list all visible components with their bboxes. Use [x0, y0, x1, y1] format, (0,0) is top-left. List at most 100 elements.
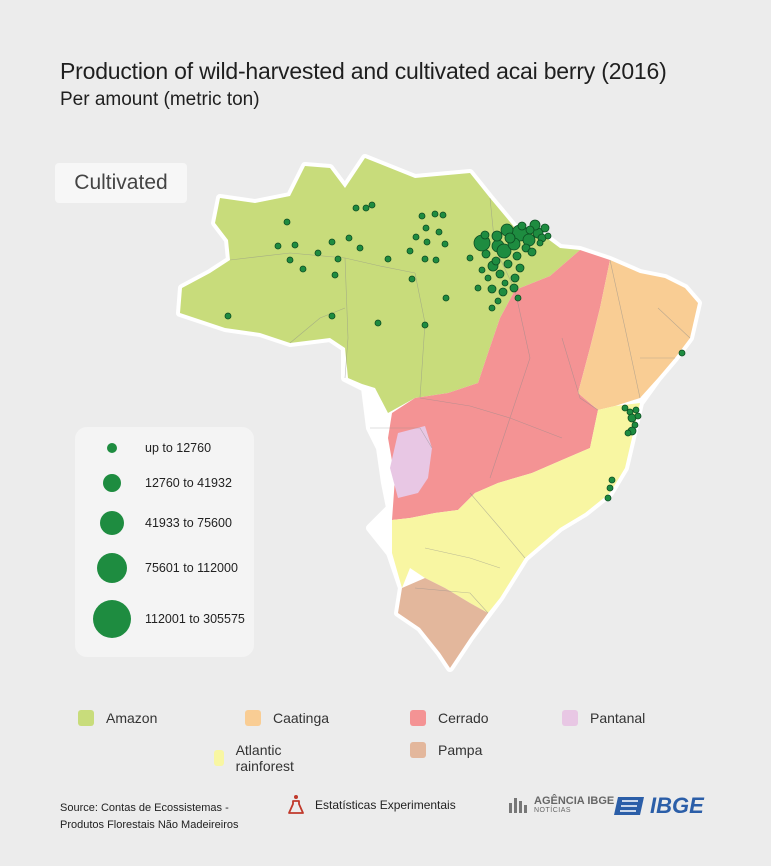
experimental-label: Estatísticas Experimentais	[315, 798, 456, 812]
production-dot	[621, 404, 629, 412]
map-title: Production of wild-harvested and cultiva…	[60, 58, 667, 84]
production-dot	[474, 284, 482, 292]
biome-swatch	[562, 710, 578, 726]
production-dot	[286, 256, 294, 264]
production-dot	[352, 204, 360, 212]
biome-legend-item: Atlantic rainforest	[214, 742, 300, 774]
production-dot	[283, 218, 291, 226]
biome-label: Cerrado	[438, 710, 489, 726]
state-borders	[229, 197, 691, 614]
size-legend-dot	[93, 600, 131, 638]
production-dot	[632, 406, 640, 414]
biome-label: Amazon	[106, 710, 158, 726]
production-dot	[328, 238, 336, 246]
production-dots	[224, 201, 686, 502]
size-legend-label: 112001 to 305575	[145, 612, 245, 626]
biome-swatch	[214, 750, 224, 766]
production-dot	[466, 254, 474, 262]
size-legend-row: up to 12760	[75, 427, 254, 467]
production-dot	[527, 247, 537, 257]
production-dot	[624, 429, 632, 437]
production-dot	[678, 349, 686, 357]
cerrado-region	[388, 250, 610, 520]
production-dot	[423, 238, 431, 246]
production-dot	[314, 249, 322, 257]
biome-legend-item: Pampa	[410, 742, 482, 758]
production-dot	[491, 256, 501, 266]
production-dot	[442, 294, 450, 302]
production-dot	[517, 221, 527, 231]
agencia-sub-label: NOTÍCIAS	[534, 807, 572, 814]
production-dot	[501, 279, 509, 287]
size-legend-label: 12760 to 41932	[145, 476, 232, 490]
size-legend-row: 75601 to 112000	[75, 427, 254, 583]
source-note: Source: Contas de Ecossistemas - Produto…	[60, 800, 239, 834]
caatinga-region	[578, 260, 698, 410]
size-legend-dot	[103, 474, 121, 492]
production-dot	[418, 212, 426, 220]
production-dot	[608, 476, 616, 484]
production-dot	[491, 230, 503, 242]
experimental-stats-logo: Estatísticas Experimentais	[287, 794, 456, 816]
size-legend: up to 12760 12760 to 41932 41933 to 75600 7…	[75, 427, 254, 657]
map-subtitle: Per amount (metric ton)	[60, 89, 260, 110]
biome-label: Pampa	[438, 742, 483, 758]
production-dot	[435, 228, 443, 236]
agencia-ibge-logo: AGÊNCIA IBGE NOTÍCIAS	[508, 795, 614, 815]
ibge-label: IBGE	[650, 793, 704, 818]
biome-swatch	[245, 710, 261, 726]
production-dot	[431, 210, 439, 218]
ibge-logo: IBGE	[614, 793, 704, 819]
biome-regions	[180, 158, 698, 668]
production-dot	[334, 255, 342, 263]
production-dot	[540, 223, 550, 233]
production-dot	[291, 241, 299, 249]
production-dot	[478, 266, 486, 274]
production-dot	[536, 239, 544, 247]
pampa-region	[398, 578, 488, 668]
production-dot	[521, 243, 531, 253]
production-dot	[484, 274, 492, 282]
production-dot	[480, 230, 490, 240]
production-dot	[356, 244, 364, 252]
biome-label: Caatinga	[273, 710, 330, 726]
production-dot	[496, 243, 512, 259]
production-dot	[439, 211, 447, 219]
source-line-2: Produtos Florestais Não Madeireiros	[60, 819, 239, 831]
biome-legend-item: Caatinga	[245, 710, 329, 726]
biome-legend-item: Cerrado	[410, 710, 489, 726]
production-dot	[503, 259, 513, 269]
biome-legend-item: Amazon	[78, 710, 157, 726]
size-legend-dot	[97, 553, 127, 583]
production-dot	[331, 271, 339, 279]
production-dot	[421, 321, 429, 329]
production-dot	[224, 312, 232, 320]
production-dot	[432, 256, 440, 264]
flask-icon	[288, 795, 304, 814]
cultivated-badge: Cultivated	[55, 163, 187, 203]
amazon-region	[180, 158, 580, 413]
production-dot	[384, 255, 392, 263]
production-dot	[504, 232, 516, 244]
size-legend-label: up to 12760	[145, 441, 212, 455]
production-dot	[495, 269, 505, 279]
production-dot	[328, 312, 336, 320]
production-dot	[512, 251, 522, 261]
production-dot	[406, 247, 414, 255]
production-dot	[634, 412, 642, 420]
source-line-1: Source: Contas de Ecossistemas -	[60, 802, 229, 814]
size-legend-dot	[100, 511, 124, 535]
production-dot	[422, 224, 430, 232]
pantanal-region	[390, 426, 432, 498]
production-dot	[604, 494, 612, 502]
production-dot	[498, 287, 508, 297]
production-dot	[515, 263, 525, 273]
size-legend-dot	[107, 443, 117, 453]
production-dot	[509, 283, 519, 293]
atlantic-rainforest-region	[392, 403, 640, 613]
biome-swatch	[410, 742, 426, 758]
production-dot	[487, 284, 497, 294]
production-dot	[494, 297, 502, 305]
production-dot	[274, 242, 282, 250]
biome-label: Atlantic rainforest	[235, 742, 294, 774]
